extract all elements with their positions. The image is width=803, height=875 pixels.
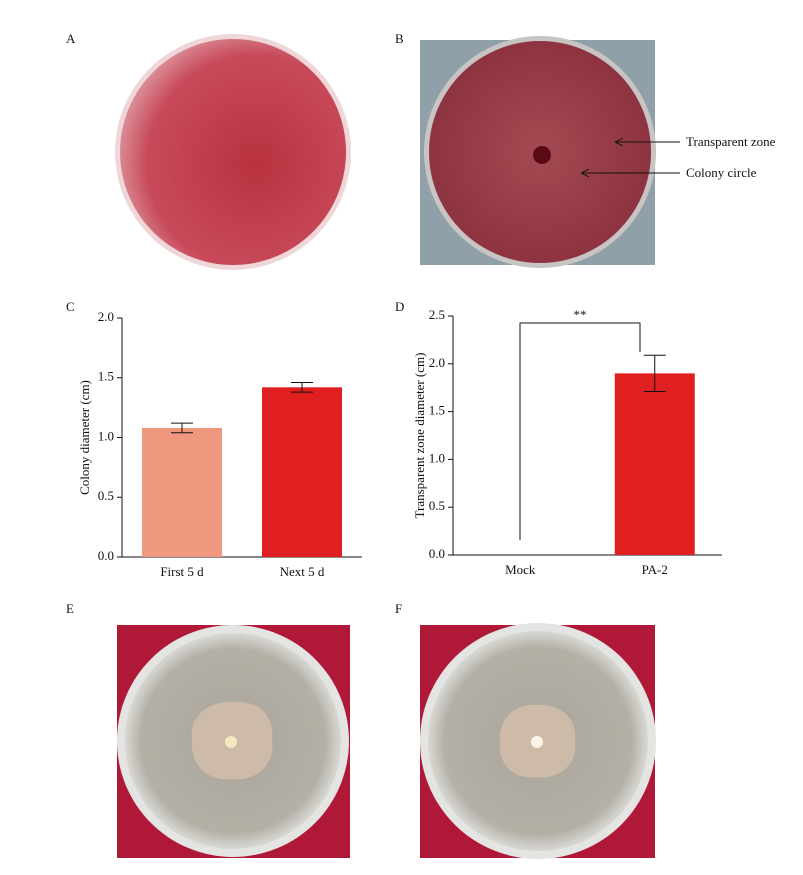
y-tick-label: 2.0 — [98, 309, 114, 324]
significance-bracket — [519, 322, 641, 540]
y-tick-label: 0.5 — [98, 488, 114, 503]
panel-label: F — [395, 601, 402, 616]
annotation: Transparent zone — [686, 134, 776, 149]
y-tick-label: 2.5 — [429, 307, 445, 322]
x-tick-label: First 5 d — [160, 564, 204, 579]
colony-center — [531, 736, 543, 748]
y-tick-label: 0.0 — [429, 546, 445, 561]
colony-center — [225, 736, 237, 748]
bar — [142, 427, 222, 557]
panel-label: D — [395, 299, 404, 314]
y-tick-label: 0.0 — [98, 548, 114, 563]
bar — [262, 387, 342, 557]
panel-label: E — [66, 601, 74, 616]
y-tick-label: 1.0 — [98, 428, 114, 443]
y-axis-label: Colony diameter (cm) — [77, 380, 92, 495]
y-tick-label: 1.5 — [429, 403, 445, 418]
colony — [533, 146, 551, 164]
panel-label: C — [66, 299, 75, 314]
y-axis-label: Transparent zone diameter (cm) — [412, 353, 427, 519]
y-tick-label: 0.5 — [429, 498, 445, 513]
significance-label: ** — [574, 307, 587, 322]
bar — [614, 373, 695, 555]
annotation: Colony circle — [686, 165, 757, 180]
x-tick-label: Mock — [505, 562, 536, 577]
y-tick-label: 1.0 — [429, 450, 445, 465]
panel-label: B — [395, 31, 404, 46]
y-tick-label: 2.0 — [429, 355, 445, 370]
panel-label: A — [66, 31, 76, 46]
x-tick-label: PA-2 — [642, 562, 668, 577]
y-tick-label: 1.5 — [98, 369, 114, 384]
dish — [120, 39, 346, 265]
x-tick-label: Next 5 d — [280, 564, 325, 579]
